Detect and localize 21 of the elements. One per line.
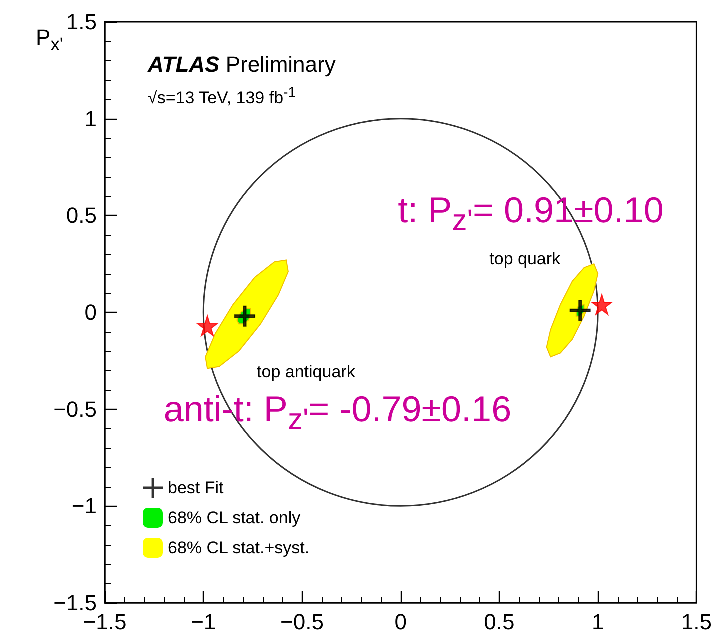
x-tick-label: −0.5 (280, 610, 324, 634)
annotation: top antiquark (257, 362, 356, 382)
annotation: ATLAS Preliminary (148, 52, 336, 78)
y-tick-label: 0 (84, 300, 97, 325)
y-tick-label: −0.5 (54, 396, 97, 422)
x-tick-label: 0.5 (484, 610, 515, 634)
legend-label: 68% CL stat. only (168, 508, 302, 528)
x-tick-label: 1 (592, 610, 604, 634)
annotation: √s=13 TeV, 139 fb$^{-1}$ (148, 85, 296, 108)
y-tick-label: 1 (84, 106, 97, 132)
x-tick-label: 0 (394, 610, 407, 634)
y-tick-label: −1 (72, 494, 97, 519)
y-axis-title: P$_{x'}$ (36, 25, 64, 55)
y-tick-label: 0.5 (66, 203, 97, 228)
y-tick-label: 1.5 (66, 10, 97, 34)
y-tick-label: −1.5 (54, 590, 97, 616)
x-tick-label: 1.5 (681, 610, 712, 634)
legend-label: 68% CL stat.+syst. (168, 538, 310, 558)
annotation: top quark (490, 250, 561, 270)
legend-label: best Fit (168, 478, 224, 498)
x-tick-label: −1 (191, 610, 216, 634)
